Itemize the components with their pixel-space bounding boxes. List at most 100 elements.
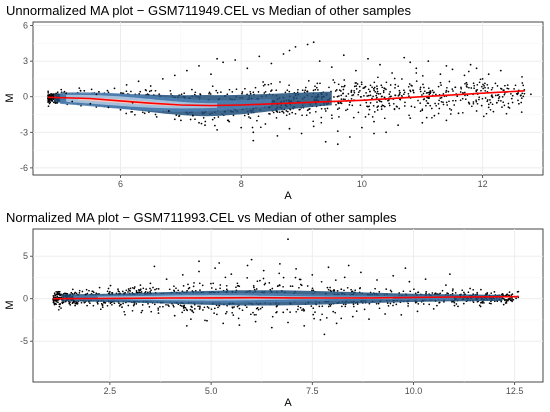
bg-point xyxy=(419,110,422,112)
bg-point xyxy=(66,293,69,295)
bg-point xyxy=(396,106,398,108)
bg-point xyxy=(353,85,356,88)
bg-point xyxy=(236,305,239,308)
bg-point xyxy=(504,298,506,301)
bg-point xyxy=(489,99,491,101)
chart-title: Unnormalized MA plot − GSM711949.CEL vs … xyxy=(6,3,412,18)
bg-point xyxy=(321,313,323,316)
bg-point xyxy=(470,87,473,89)
bg-point xyxy=(507,294,510,297)
bg-point xyxy=(150,89,153,92)
bg-point xyxy=(491,95,494,98)
bg-point xyxy=(86,292,89,295)
bg-point xyxy=(415,80,418,82)
bg-point xyxy=(478,98,480,101)
bg-point xyxy=(485,112,488,115)
bg-point xyxy=(487,87,490,89)
bg-point xyxy=(154,89,157,92)
bg-point xyxy=(510,294,513,296)
bg-point xyxy=(256,119,258,122)
bg-point xyxy=(480,85,483,88)
bg-point xyxy=(357,91,360,94)
bg-point xyxy=(248,116,250,118)
bg-point xyxy=(60,307,62,309)
bg-point xyxy=(56,292,59,295)
bg-point xyxy=(135,289,138,292)
bg-point xyxy=(192,285,195,288)
data-point xyxy=(433,114,436,117)
bg-point xyxy=(249,92,252,95)
bg-point xyxy=(294,112,297,115)
bg-point xyxy=(320,116,323,119)
bg-point xyxy=(332,79,335,81)
bg-point xyxy=(419,102,422,104)
bg-point xyxy=(111,292,113,294)
bg-point xyxy=(417,99,419,102)
bg-point xyxy=(491,103,494,106)
bg-point xyxy=(417,291,419,294)
bg-point xyxy=(204,120,207,123)
bg-point xyxy=(464,82,466,85)
bg-point xyxy=(364,116,367,118)
density-cloud xyxy=(47,70,526,129)
bg-point xyxy=(306,90,308,93)
bg-point xyxy=(131,286,134,289)
bg-point xyxy=(402,290,405,293)
bg-point xyxy=(489,108,492,111)
bg-point xyxy=(180,305,183,307)
bg-point xyxy=(429,104,432,107)
bg-point xyxy=(522,95,525,98)
bg-point xyxy=(482,115,485,118)
x-tick-label: 5.0 xyxy=(205,386,218,396)
data-point xyxy=(186,69,188,72)
bg-point xyxy=(301,89,304,92)
bg-point xyxy=(475,100,478,103)
bg-point xyxy=(486,99,489,101)
bg-point xyxy=(295,310,298,313)
bg-point xyxy=(356,303,359,305)
y-tick-label: 5 xyxy=(23,251,28,261)
bg-point xyxy=(154,113,157,116)
data-point xyxy=(449,273,451,275)
data-point xyxy=(240,126,243,129)
bg-point xyxy=(71,288,74,291)
bg-point xyxy=(368,108,371,111)
bg-point xyxy=(334,311,337,314)
data-point xyxy=(206,319,208,322)
bg-point xyxy=(313,317,315,320)
data-point xyxy=(109,291,111,293)
data-point xyxy=(312,41,315,44)
bg-point xyxy=(447,292,449,295)
bg-point xyxy=(389,84,392,86)
bg-point xyxy=(445,91,447,93)
data-point xyxy=(214,267,217,269)
bg-point xyxy=(282,112,285,114)
data-point xyxy=(415,67,418,70)
data-point xyxy=(143,112,146,115)
data-point xyxy=(335,322,338,325)
data-point xyxy=(384,313,386,315)
bg-point xyxy=(225,288,228,291)
bg-point xyxy=(226,304,228,307)
bg-point xyxy=(482,83,484,86)
bg-point xyxy=(200,122,203,125)
bg-point xyxy=(85,288,88,291)
bg-point xyxy=(138,93,141,95)
bg-point xyxy=(409,90,412,93)
bg-point xyxy=(519,94,522,97)
bg-point xyxy=(346,108,349,111)
data-point xyxy=(133,287,136,290)
data-point xyxy=(294,46,297,48)
bg-point xyxy=(183,92,186,95)
bg-point xyxy=(193,282,195,284)
bg-point xyxy=(438,107,441,110)
bg-point xyxy=(448,107,451,110)
bg-point xyxy=(437,85,440,88)
bg-point xyxy=(353,90,355,92)
bg-point xyxy=(225,311,228,313)
bg-point xyxy=(501,292,504,295)
data-point xyxy=(481,302,484,304)
data-point xyxy=(161,78,164,80)
bg-point xyxy=(141,304,144,306)
data-point xyxy=(287,238,289,241)
